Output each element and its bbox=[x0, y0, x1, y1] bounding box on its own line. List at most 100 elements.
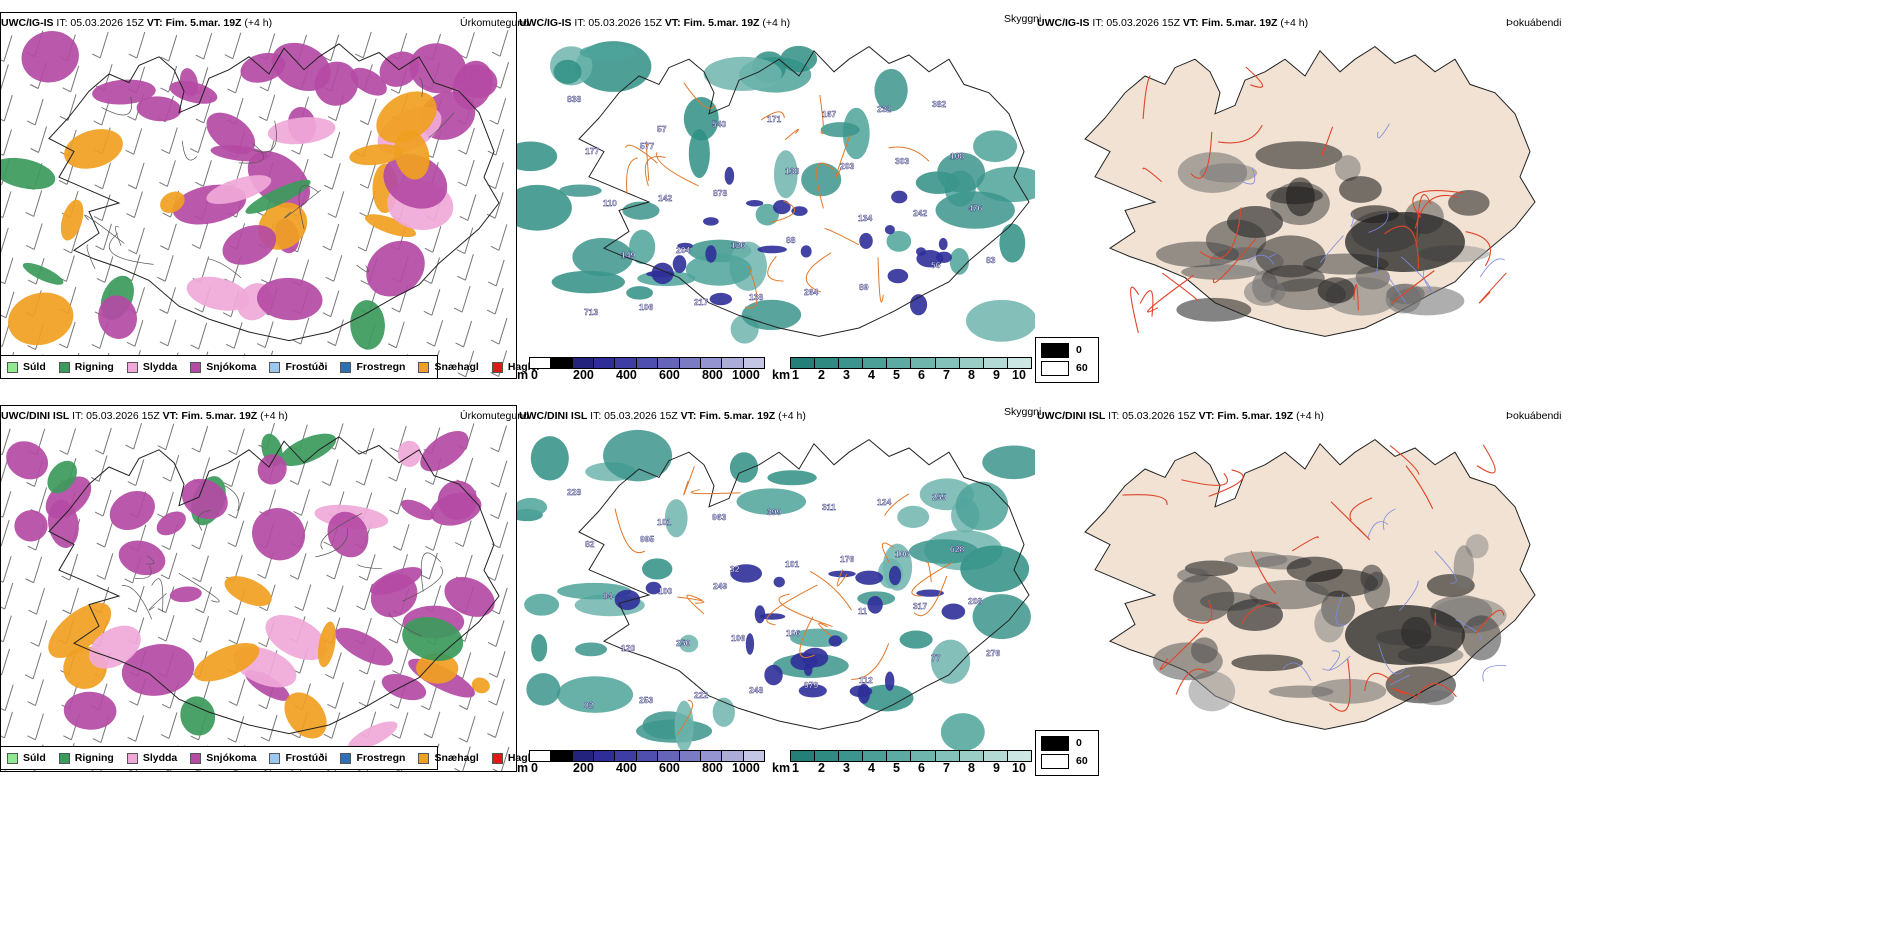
river bbox=[1319, 235, 1344, 263]
scale-unit: m bbox=[517, 368, 529, 382]
wind-barb bbox=[164, 255, 174, 282]
wind-barb-tick bbox=[93, 120, 102, 126]
wind-barb bbox=[332, 652, 342, 679]
road bbox=[1349, 497, 1373, 521]
road bbox=[770, 200, 795, 223]
fog-blob bbox=[1286, 556, 1343, 583]
wind-barb bbox=[331, 712, 341, 739]
fog-legend-label: 60 bbox=[1076, 755, 1088, 767]
scale-tick-label: 10 bbox=[1012, 761, 1026, 775]
visibility-blob bbox=[688, 128, 710, 179]
road bbox=[419, 77, 423, 97]
wind-barb-tick bbox=[227, 542, 236, 548]
wind-barb bbox=[1, 648, 11, 675]
visibility-blob bbox=[557, 582, 632, 600]
wind-barb bbox=[34, 713, 44, 740]
road bbox=[1245, 66, 1264, 88]
ceiling-label: 253 bbox=[639, 695, 653, 705]
legend-label: Slydda bbox=[142, 752, 178, 764]
wind-barb-tick bbox=[388, 638, 398, 644]
legend-swatch bbox=[7, 361, 18, 373]
fog-blob bbox=[1339, 176, 1382, 203]
wind-barb bbox=[136, 31, 146, 59]
wind-barb-tick bbox=[1, 515, 4, 518]
road bbox=[284, 189, 322, 219]
wind-barb bbox=[335, 191, 345, 218]
fog-blob bbox=[1465, 534, 1489, 559]
ceiling-label: 228 bbox=[567, 487, 581, 497]
fog-legend-label: 0 bbox=[1076, 344, 1082, 356]
wind-barb bbox=[168, 712, 178, 739]
precip-legend-row1: Súld Rigning Slydda Snjókoma Frostúði Frostre… bbox=[0, 355, 539, 379]
road bbox=[428, 112, 455, 138]
wind-barb-tick bbox=[358, 669, 368, 675]
ceiling-label: 995 bbox=[640, 534, 654, 544]
wind-barb-tick bbox=[95, 245, 104, 251]
scale-tick-label: 3 bbox=[843, 368, 850, 382]
wind-barb bbox=[466, 715, 476, 743]
visibility-blob bbox=[820, 122, 860, 138]
road bbox=[1139, 290, 1154, 317]
road bbox=[1212, 238, 1257, 284]
wind-barb-tick bbox=[190, 344, 199, 350]
wind-barb-tick bbox=[390, 88, 400, 94]
visibility-blob bbox=[579, 44, 636, 60]
wind-barb bbox=[235, 428, 245, 455]
wind-barb bbox=[33, 223, 43, 250]
precip-blob bbox=[284, 692, 327, 739]
visibility-blob bbox=[955, 481, 1009, 531]
scale-cell bbox=[530, 358, 552, 368]
wind-barb-tick bbox=[159, 181, 168, 187]
wind-barb-tick bbox=[1, 118, 5, 122]
wind-barb bbox=[464, 457, 474, 485]
road bbox=[1190, 131, 1213, 179]
road bbox=[238, 143, 265, 164]
precip-blob bbox=[63, 691, 117, 730]
wind-barb bbox=[2, 491, 12, 518]
river bbox=[1377, 123, 1390, 139]
fog-blob bbox=[1155, 241, 1239, 268]
wind-barb-tick bbox=[458, 737, 468, 743]
wind-barb-tick bbox=[355, 480, 365, 486]
wind-barb bbox=[104, 553, 114, 580]
road bbox=[1147, 274, 1194, 313]
precip-blob bbox=[194, 642, 260, 682]
wind-barb bbox=[400, 524, 410, 551]
legend-label: Snæhagl bbox=[434, 361, 479, 373]
visibility-blob bbox=[982, 445, 1035, 480]
wind-barb bbox=[334, 319, 344, 346]
scale-bar bbox=[529, 750, 765, 762]
visibility-blob bbox=[860, 684, 914, 712]
lead-time: (+4 h) bbox=[1293, 410, 1324, 422]
ceiling-blob bbox=[941, 603, 966, 620]
wind-barb bbox=[199, 555, 209, 582]
visibility-blob bbox=[517, 497, 548, 517]
road bbox=[805, 252, 832, 293]
wind-barb bbox=[428, 683, 438, 710]
wind-barb bbox=[268, 257, 278, 284]
road bbox=[644, 156, 666, 187]
wind-barb-tick bbox=[92, 738, 102, 744]
wind-barb-tick bbox=[322, 312, 332, 318]
precip-blob bbox=[22, 262, 64, 285]
road bbox=[1414, 194, 1458, 229]
visibility-blob bbox=[556, 676, 634, 713]
model-name: UWC/DINI ISL bbox=[519, 410, 588, 422]
issue-time: IT: 05.03.2026 15Z bbox=[1105, 410, 1199, 422]
precip-blob bbox=[327, 511, 369, 558]
model-name: UWC/IG-IS bbox=[1, 17, 54, 29]
road bbox=[824, 228, 859, 246]
legend-label: Frostregn bbox=[356, 752, 406, 764]
valid-time: VT: Fim. 5.mar. 19Z bbox=[1198, 410, 1294, 422]
ceiling-blob bbox=[884, 671, 895, 691]
ceiling-blob bbox=[745, 199, 764, 207]
precip-blob bbox=[206, 112, 256, 155]
visibility-title-row1: UWC/IG-IS IT: 05.03.2026 15Z VT: Fim. 5.… bbox=[519, 17, 790, 29]
wind-barb bbox=[365, 428, 375, 455]
wind-barb bbox=[170, 454, 180, 482]
road-network bbox=[625, 82, 930, 309]
road bbox=[888, 146, 930, 162]
ceiling-blob bbox=[745, 633, 755, 655]
wind-barb bbox=[301, 489, 311, 516]
precip-legend-item: Slydda bbox=[126, 361, 177, 373]
